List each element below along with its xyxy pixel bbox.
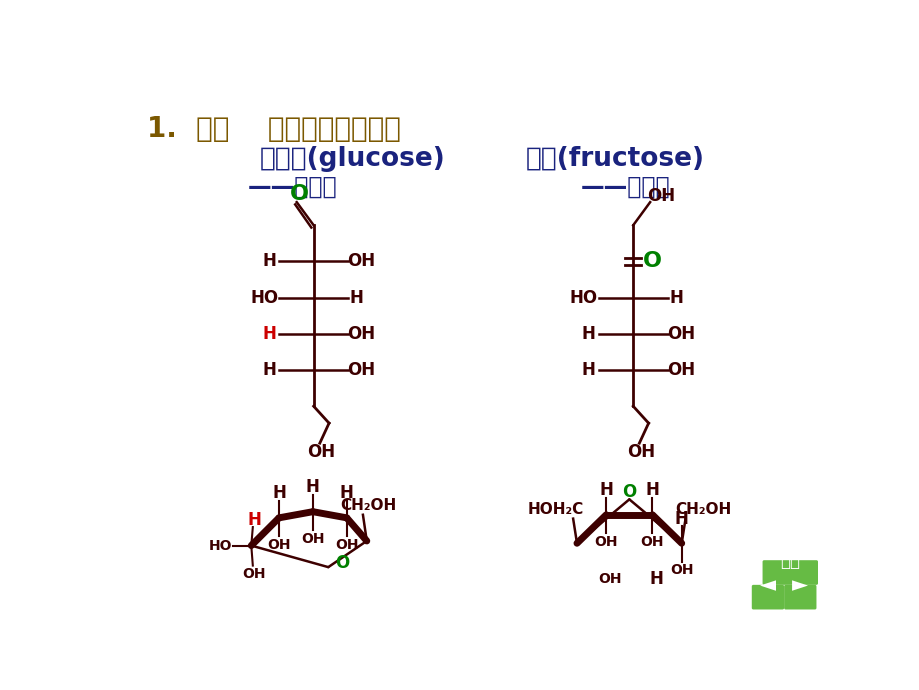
Text: OH: OH <box>301 531 324 546</box>
Text: OH: OH <box>669 563 693 578</box>
Text: OH: OH <box>626 444 654 462</box>
Text: H: H <box>272 484 286 502</box>
Text: CH₂OH: CH₂OH <box>675 502 731 517</box>
Text: 目录: 目录 <box>779 552 800 570</box>
Text: ——己酮糖: ——己酮糖 <box>580 175 670 199</box>
Text: H: H <box>247 511 261 529</box>
Text: O: O <box>335 554 349 572</box>
Text: HO: HO <box>250 288 278 306</box>
Text: OH: OH <box>640 535 664 549</box>
Text: H: H <box>262 361 276 379</box>
Text: OH: OH <box>347 325 375 343</box>
Text: HO: HO <box>569 288 597 306</box>
Text: OH: OH <box>335 538 358 552</box>
Text: H: H <box>262 325 276 343</box>
Text: H: H <box>598 481 613 499</box>
Text: H: H <box>649 571 663 589</box>
Text: 1.  单糖    不能再水解的糖。: 1. 单糖 不能再水解的糖。 <box>146 115 400 143</box>
Text: OH: OH <box>597 573 621 586</box>
Text: HO: HO <box>209 539 232 553</box>
Text: O: O <box>290 184 309 204</box>
Text: 葡萄糖(glucose): 葡萄糖(glucose) <box>259 146 445 172</box>
Text: H: H <box>262 253 276 270</box>
Text: ——己醛糖: ——己醛糖 <box>248 175 337 199</box>
Text: H: H <box>339 484 353 502</box>
Text: 果糖(fructose): 果糖(fructose) <box>525 146 704 172</box>
Text: H: H <box>674 510 688 528</box>
Text: OH: OH <box>646 187 675 205</box>
FancyBboxPatch shape <box>762 560 817 585</box>
Text: H: H <box>581 361 595 379</box>
Text: ◄: ◄ <box>759 575 775 595</box>
Text: OH: OH <box>307 444 335 462</box>
Text: OH: OH <box>243 567 266 581</box>
Text: OH: OH <box>347 253 375 270</box>
Text: H: H <box>349 288 363 306</box>
Text: CH₂OH: CH₂OH <box>340 498 396 513</box>
Text: OH: OH <box>594 535 618 549</box>
Text: OH: OH <box>347 361 375 379</box>
Text: HOH₂C: HOH₂C <box>527 502 583 517</box>
Text: O: O <box>642 251 662 271</box>
Text: H: H <box>669 288 683 306</box>
Text: O: O <box>621 483 636 501</box>
Text: OH: OH <box>666 361 694 379</box>
Text: OH: OH <box>267 538 290 552</box>
FancyBboxPatch shape <box>783 585 815 609</box>
Text: OH: OH <box>666 325 694 343</box>
Text: H: H <box>581 325 595 343</box>
FancyBboxPatch shape <box>751 585 783 609</box>
Text: ►: ► <box>791 575 808 595</box>
Text: H: H <box>306 478 320 496</box>
Text: H: H <box>645 481 659 499</box>
